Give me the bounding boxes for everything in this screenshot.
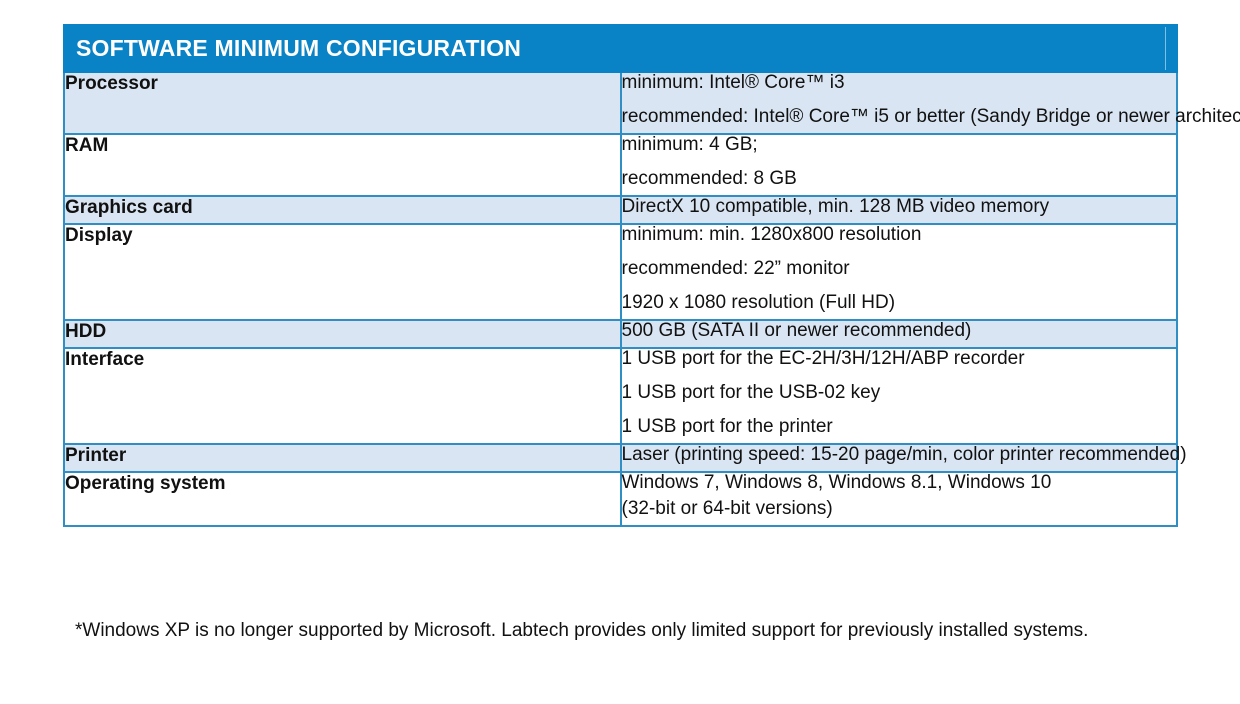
row-value: Windows 7, Windows 8, Windows 8.1, Windo… xyxy=(619,471,1178,527)
row-value: 500 GB (SATA II or newer recommended) xyxy=(619,319,1178,349)
table-row-display: Display minimum: min. 1280x800 resolutio… xyxy=(63,223,1178,321)
value-line: DirectX 10 compatible, min. 128 MB video… xyxy=(621,196,1050,217)
row-label: RAM xyxy=(63,133,622,197)
table-row-graphics-card: Graphics card DirectX 10 compatible, min… xyxy=(63,195,1178,225)
value-line: minimum: 4 GB; xyxy=(621,134,758,155)
row-value: minimum: 4 GB; recommended: 8 GB xyxy=(619,133,1178,197)
table-title: SOFTWARE MINIMUM CONFIGURATION xyxy=(76,35,522,61)
row-value: DirectX 10 compatible, min. 128 MB video… xyxy=(619,195,1178,225)
value-line: recommended: 22” monitor xyxy=(621,258,850,279)
table-row-hdd: HDD 500 GB (SATA II or newer recommended… xyxy=(63,319,1178,349)
value-line: Windows 7, Windows 8, Windows 8.1, Windo… xyxy=(621,472,1052,493)
table-row-processor: Processor minimum: Intel® Core™ i3 recom… xyxy=(63,71,1240,135)
value-line: 1 USB port for the printer xyxy=(621,416,833,437)
row-label: Printer xyxy=(63,443,622,473)
row-label: Processor xyxy=(63,71,622,135)
value-line: Laser (printing speed: 15-20 page/min, c… xyxy=(621,444,1187,465)
table-row-interface: Interface 1 USB port for the EC-2H/3H/12… xyxy=(63,347,1178,445)
value-line: 1 USB port for the USB-02 key xyxy=(621,382,881,403)
table-row-operating-system: Operating system Windows 7, Windows 8, W… xyxy=(63,471,1178,527)
config-table: SOFTWARE MINIMUM CONFIGURATION Processor… xyxy=(63,24,1240,527)
table-row-ram: RAM minimum: 4 GB; recommended: 8 GB xyxy=(63,133,1178,197)
row-label: Operating system xyxy=(63,471,622,527)
value-line: minimum: Intel® Core™ i3 xyxy=(621,72,845,93)
table-title-cell: SOFTWARE MINIMUM CONFIGURATION xyxy=(63,24,1178,73)
table-row-printer: Printer Laser (printing speed: 15-20 pag… xyxy=(63,443,1187,473)
row-label: HDD xyxy=(63,319,622,349)
value-line: 1920 x 1080 resolution (Full HD) xyxy=(621,292,896,313)
row-value: minimum: min. 1280x800 resolution recomm… xyxy=(619,223,1178,321)
value-line: 1 USB port for the EC-2H/3H/12H/ABP reco… xyxy=(621,348,1025,369)
row-label: Graphics card xyxy=(63,195,622,225)
value-line: minimum: min. 1280x800 resolution xyxy=(621,224,922,245)
value-line: (32-bit or 64-bit versions) xyxy=(621,498,833,519)
table-header-row: SOFTWARE MINIMUM CONFIGURATION xyxy=(63,24,1178,73)
row-value: 1 USB port for the EC-2H/3H/12H/ABP reco… xyxy=(619,347,1178,445)
value-line: recommended: Intel® Core™ i5 or better (… xyxy=(621,106,1240,127)
row-value: Laser (printing speed: 15-20 page/min, c… xyxy=(619,443,1187,473)
row-value: minimum: Intel® Core™ i3 recommended: In… xyxy=(619,71,1240,135)
footnote: *Windows XP is no longer supported by Mi… xyxy=(75,620,1089,641)
value-line: 500 GB (SATA II or newer recommended) xyxy=(621,320,972,341)
row-label: Display xyxy=(63,223,622,321)
value-line: recommended: 8 GB xyxy=(621,168,797,189)
row-label: Interface xyxy=(63,347,622,445)
title-edge-divider xyxy=(1165,27,1176,70)
